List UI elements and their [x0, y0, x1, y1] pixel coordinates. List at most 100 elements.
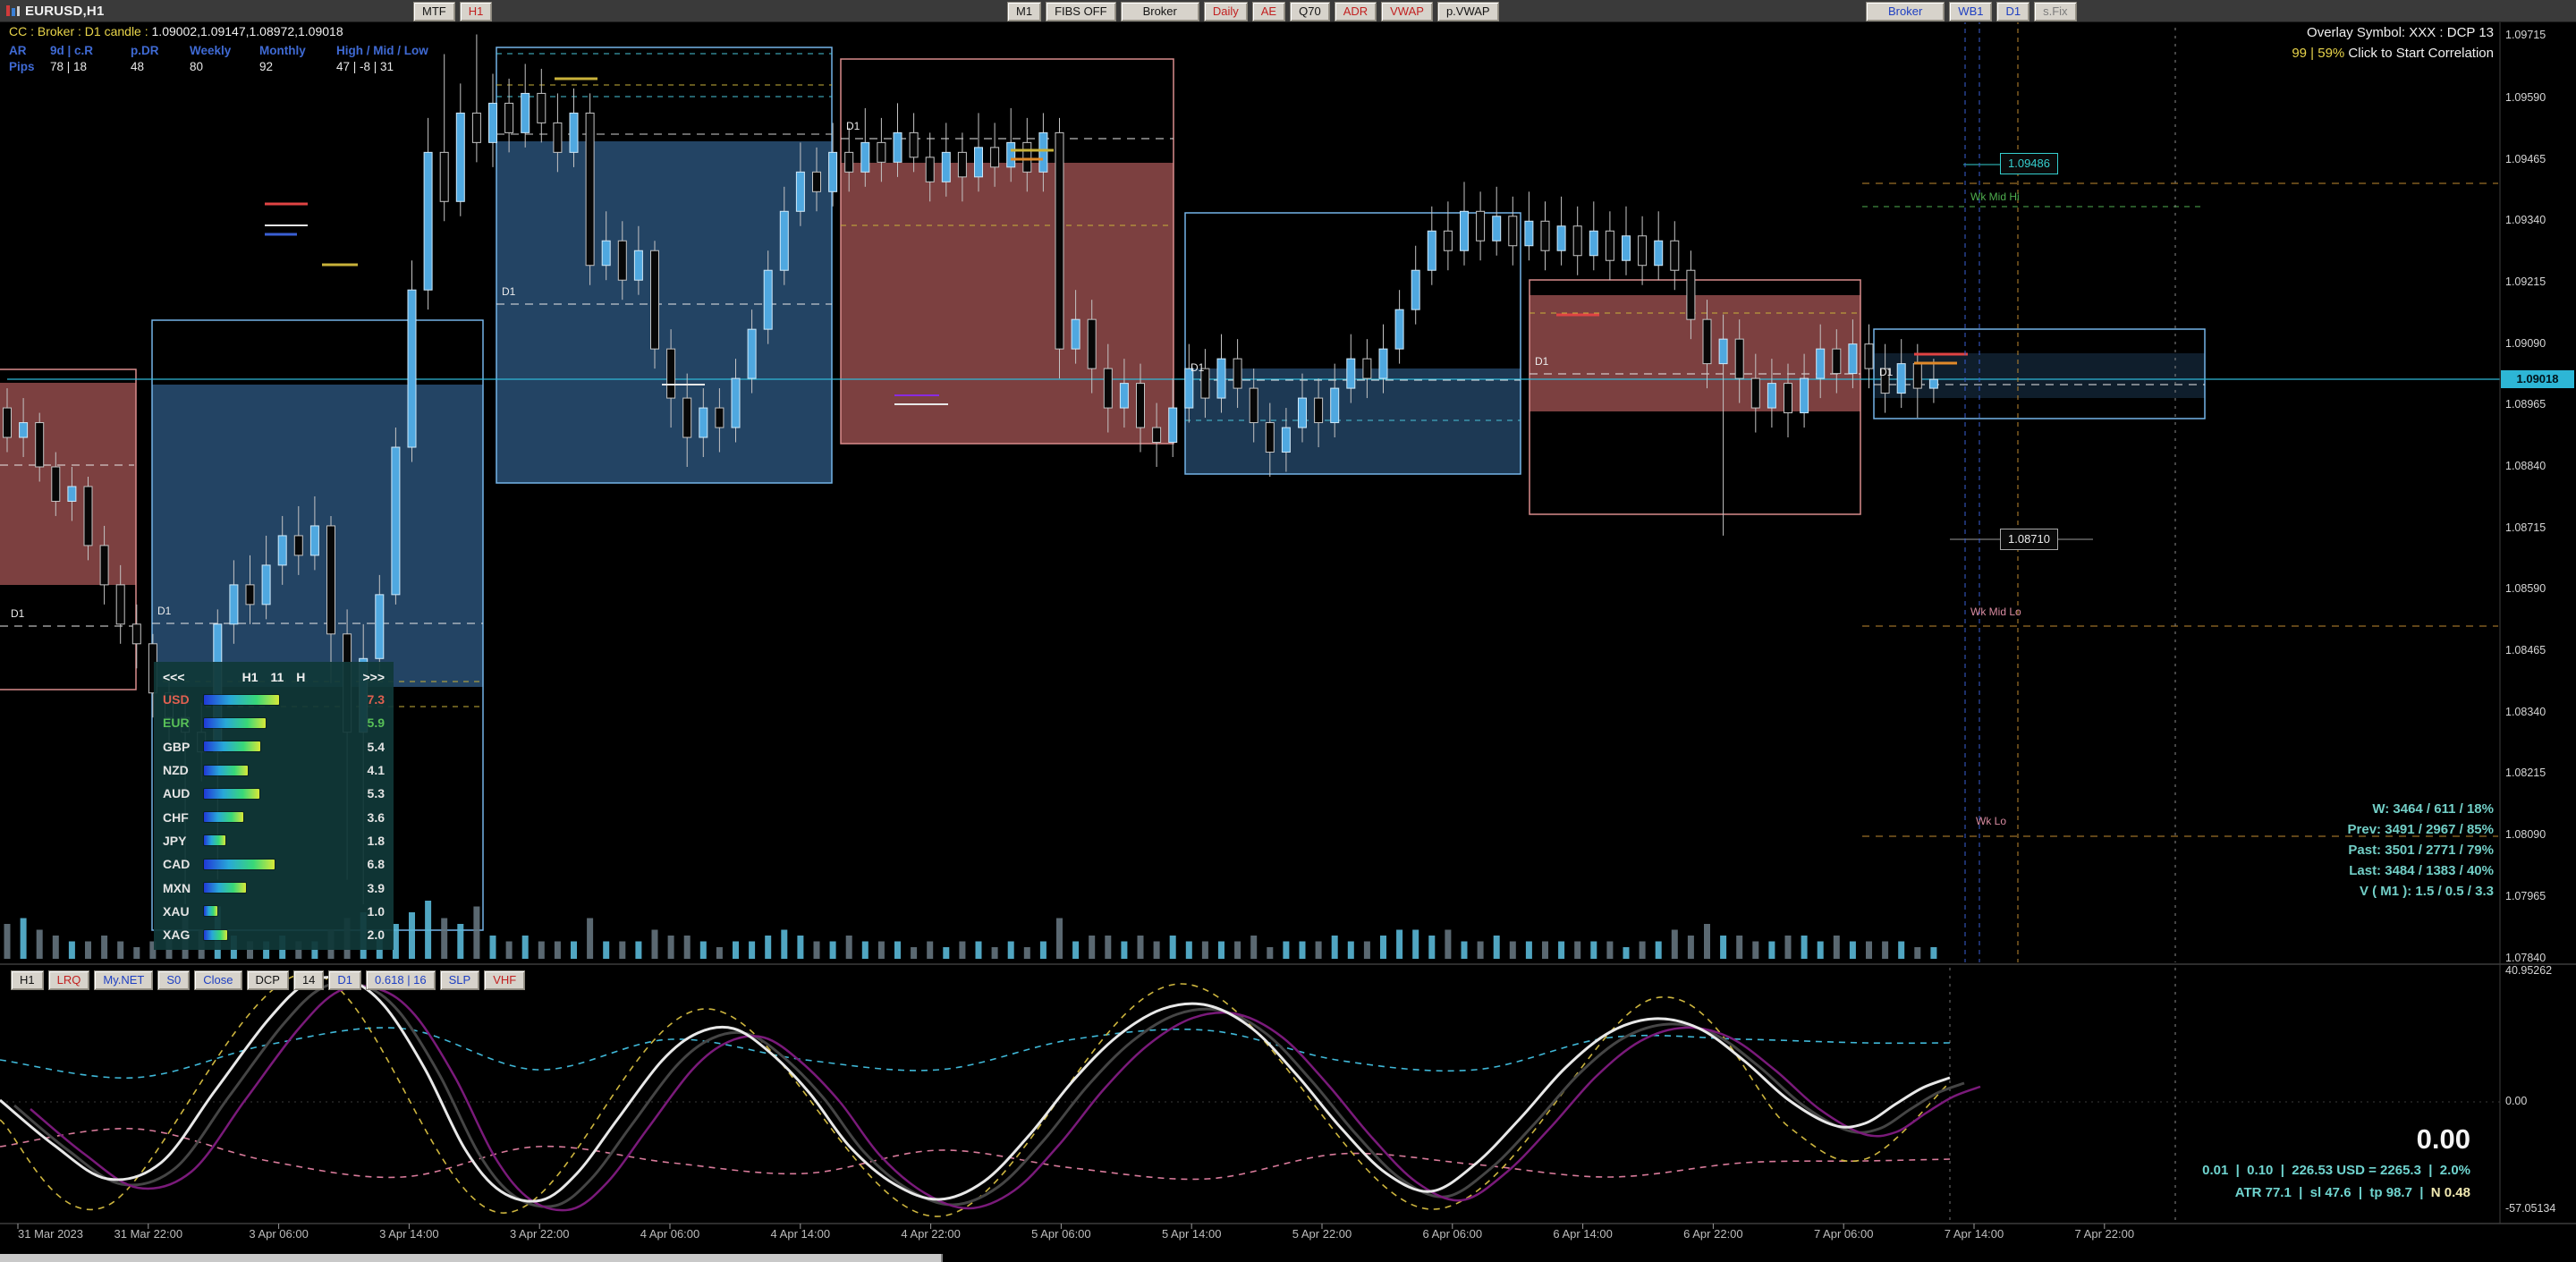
- btn-mtf[interactable]: MTF: [413, 2, 455, 21]
- candle-body: [35, 422, 45, 468]
- volume-bar: [1606, 941, 1614, 959]
- strength-bar: [204, 694, 280, 705]
- btn-vwap[interactable]: VWAP: [1381, 2, 1433, 21]
- zone-border: [496, 47, 833, 484]
- volume-bar: [409, 912, 415, 959]
- stat-line: V ( M1 ): 1.5 / 0.5 / 3.3: [2359, 884, 2494, 899]
- btn-broker[interactable]: Broker: [1120, 2, 1199, 21]
- candle-body: [1476, 210, 1486, 241]
- btn-d1[interactable]: D1: [1996, 2, 2030, 21]
- strength-prev-button[interactable]: <<<: [163, 669, 185, 684]
- ind-btn-slp[interactable]: SLP: [439, 970, 480, 990]
- volume-bar: [1914, 947, 1921, 959]
- currency-code: CHF: [163, 809, 189, 825]
- strength-value: 4.1: [367, 763, 385, 778]
- volume-bar: [1185, 941, 1192, 959]
- candle-body: [990, 147, 1000, 168]
- ar-cell: Weekly: [190, 44, 232, 57]
- chart-title: EURUSD,H1: [25, 4, 105, 19]
- strength-bar: [204, 717, 266, 728]
- ind-btn-14[interactable]: 14: [292, 970, 325, 990]
- currency-code: CAD: [163, 857, 191, 872]
- volume-bar: [1428, 936, 1436, 959]
- strength-next-button[interactable]: >>>: [362, 669, 385, 684]
- indicator-line-purple: [30, 985, 1981, 1212]
- ohlc-label: CC : Broker : D1 candle :: [9, 24, 152, 38]
- candle-body: [1265, 422, 1275, 453]
- candle-body: [3, 407, 12, 438]
- btn-broker[interactable]: Broker: [1866, 2, 1945, 21]
- strength-timeframe: H1 11 H: [242, 669, 306, 684]
- volume-bar: [829, 941, 836, 959]
- candle-body: [1880, 368, 1890, 394]
- btn-daily[interactable]: Daily: [1203, 2, 1248, 21]
- volume-bar: [1687, 936, 1694, 959]
- ar-cell: 78 | 18: [50, 60, 88, 73]
- volume-bar: [699, 941, 707, 959]
- ind-btn-vhf[interactable]: VHF: [484, 970, 526, 990]
- candle-body: [1460, 210, 1469, 251]
- volume-bar: [1558, 941, 1565, 959]
- strength-row-xag: XAG 2.0: [163, 923, 385, 946]
- btn-m1[interactable]: M1: [1007, 2, 1042, 21]
- candle-body: [666, 348, 676, 399]
- volume-bar: [1299, 941, 1306, 959]
- horizontal-scrollbar[interactable]: [0, 1254, 943, 1262]
- candle-body: [51, 466, 61, 502]
- ind-btn-s0[interactable]: S0: [157, 970, 191, 990]
- btn-s.fix[interactable]: s.Fix: [2034, 2, 2077, 21]
- btn-p.vwap[interactable]: p.VWAP: [1436, 2, 1499, 21]
- candle-body: [1928, 378, 1938, 389]
- volume-bar: [587, 918, 594, 959]
- ind-btn-h1[interactable]: H1: [11, 970, 44, 990]
- volume-bar: [473, 906, 480, 959]
- volume-bar: [667, 936, 674, 959]
- candlestick-icon: [6, 4, 21, 17]
- ind-btn-0.618-16[interactable]: 0.618 | 16: [366, 970, 436, 990]
- candle-body: [1168, 407, 1178, 444]
- btn-q70[interactable]: Q70: [1290, 2, 1330, 21]
- volume-bar: [1849, 941, 1856, 959]
- candle-body: [471, 112, 481, 143]
- candle-body: [1378, 348, 1388, 379]
- btn-h1[interactable]: H1: [459, 2, 493, 21]
- ind-btn-d1[interactable]: D1: [328, 970, 362, 990]
- candle-body: [893, 131, 902, 163]
- candle-body: [650, 250, 659, 350]
- ind-btn-close[interactable]: Close: [194, 970, 242, 990]
- strength-row-aud: AUD 5.3: [163, 782, 385, 805]
- volume-bar: [85, 941, 91, 959]
- candle-body: [1912, 363, 1922, 389]
- btn-ae[interactable]: AE: [1251, 2, 1286, 21]
- candle-body: [1832, 348, 1842, 375]
- ind-btn-dcp[interactable]: DCP: [246, 970, 289, 990]
- volume-bar: [813, 941, 820, 959]
- correlation-link[interactable]: Click to Start Correlation: [2344, 46, 2494, 61]
- candle-body: [537, 92, 547, 123]
- candle-body: [131, 623, 141, 645]
- candle-body: [1589, 230, 1598, 257]
- strength-row-eur: EUR 5.9: [163, 711, 385, 734]
- candle-body: [455, 112, 465, 202]
- currency-code: GBP: [163, 739, 191, 754]
- volume-bar: [749, 941, 756, 959]
- candle-body: [1362, 358, 1372, 379]
- ind-btn-my.net[interactable]: My.NET: [94, 970, 154, 990]
- currency-code: XAU: [163, 903, 190, 919]
- volume-bar: [877, 941, 885, 959]
- btn-adr[interactable]: ADR: [1334, 2, 1377, 21]
- ind-btn-lrq[interactable]: LRQ: [47, 970, 90, 990]
- volume-bar: [716, 947, 723, 959]
- candle-body: [1427, 230, 1436, 271]
- candle-body: [1622, 235, 1631, 261]
- strength-rows: USD 7.3 EUR 5.9 GBP 5.4 NZD 4.1 AUD 5.3 CHF 3.6 JPY 1…: [163, 688, 385, 946]
- btn-fibs-off[interactable]: FIBS OFF: [1046, 2, 1116, 21]
- volume-bar: [1201, 941, 1208, 959]
- volume-bar: [1898, 941, 1905, 959]
- btn-wb1[interactable]: WB1: [1949, 2, 1993, 21]
- volume-bar: [911, 947, 918, 959]
- volume-bar: [1283, 941, 1290, 959]
- indicator-line-white: [0, 976, 1951, 1203]
- candle-body: [1702, 318, 1712, 365]
